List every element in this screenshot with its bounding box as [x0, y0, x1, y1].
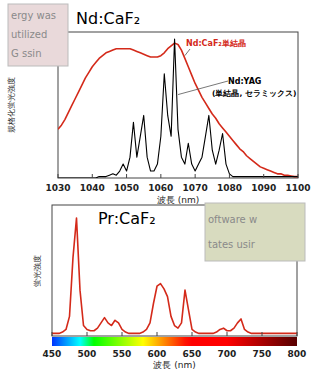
x-tick [87, 332, 88, 336]
x-tick [192, 332, 193, 336]
x-tick-label: 1040 [80, 183, 105, 193]
x-tick [122, 332, 123, 336]
sample-photo [205, 203, 305, 261]
x-tick-label: 1030 [45, 183, 70, 193]
series-label: Nd:YAG [228, 77, 261, 86]
x-tick [92, 174, 93, 178]
sample-photo [8, 4, 68, 66]
x-tick [157, 332, 158, 336]
x-tick-label: 550 [113, 349, 132, 359]
x-tick [262, 332, 263, 336]
x-tick-label: 1070 [183, 183, 208, 193]
x-tick-label: 800 [288, 349, 307, 359]
x-tick [297, 332, 298, 336]
chart-title: Nd:CaF₂ [76, 9, 140, 28]
x-tick-label: 650 [183, 349, 202, 359]
x-tick-label: 1050 [114, 183, 139, 193]
photo-text: oftware w [208, 214, 257, 225]
x-tick-label: 750 [253, 349, 272, 359]
x-tick [52, 332, 53, 336]
plot-area [58, 39, 298, 178]
x-tick-label: 1080 [217, 183, 242, 193]
x-tick [195, 174, 196, 178]
photo-text: utilized [11, 29, 47, 40]
y-axis-label: 規格化蛍光強度 [7, 77, 16, 133]
series-line [58, 43, 298, 176]
chart-title: Pr:CaF₂ [98, 209, 156, 228]
x-tick-label: 450 [43, 349, 62, 359]
label-pointer [185, 49, 190, 56]
x-tick [160, 174, 161, 178]
x-tick [229, 174, 230, 178]
x-axis-label: 波長 (nm) [157, 195, 199, 205]
y-axis-label: 蛍光強度 [33, 255, 42, 287]
photo-text: tates usir [208, 239, 256, 250]
x-tick-label: 1060 [148, 183, 173, 193]
x-tick-label: 1100 [285, 183, 310, 193]
x-tick-label: 700 [218, 349, 237, 359]
x-axis-label: 波長 (nm) [153, 360, 195, 370]
x-tick-label: 600 [148, 349, 167, 359]
spectrum-band [52, 337, 297, 346]
annotation: (単結晶, セラミックス) [212, 89, 296, 98]
x-tick [126, 174, 127, 178]
x-tick [263, 174, 264, 178]
figure: 1030 1040 1050 1060 1070 1080 1090 1100 波長 (nm) 規… [0, 0, 329, 370]
plot-frame [58, 32, 298, 178]
series-line [58, 39, 298, 178]
series-label: Nd:CaF₂単結晶 [186, 39, 246, 48]
x-tick [58, 174, 59, 178]
photo-text: G ssin [11, 48, 41, 59]
x-tick [227, 332, 228, 336]
x-tick [298, 174, 299, 178]
x-tick-label: 500 [78, 349, 97, 359]
x-tick-label: 1090 [251, 183, 276, 193]
photo-text: ergy was [11, 10, 56, 21]
